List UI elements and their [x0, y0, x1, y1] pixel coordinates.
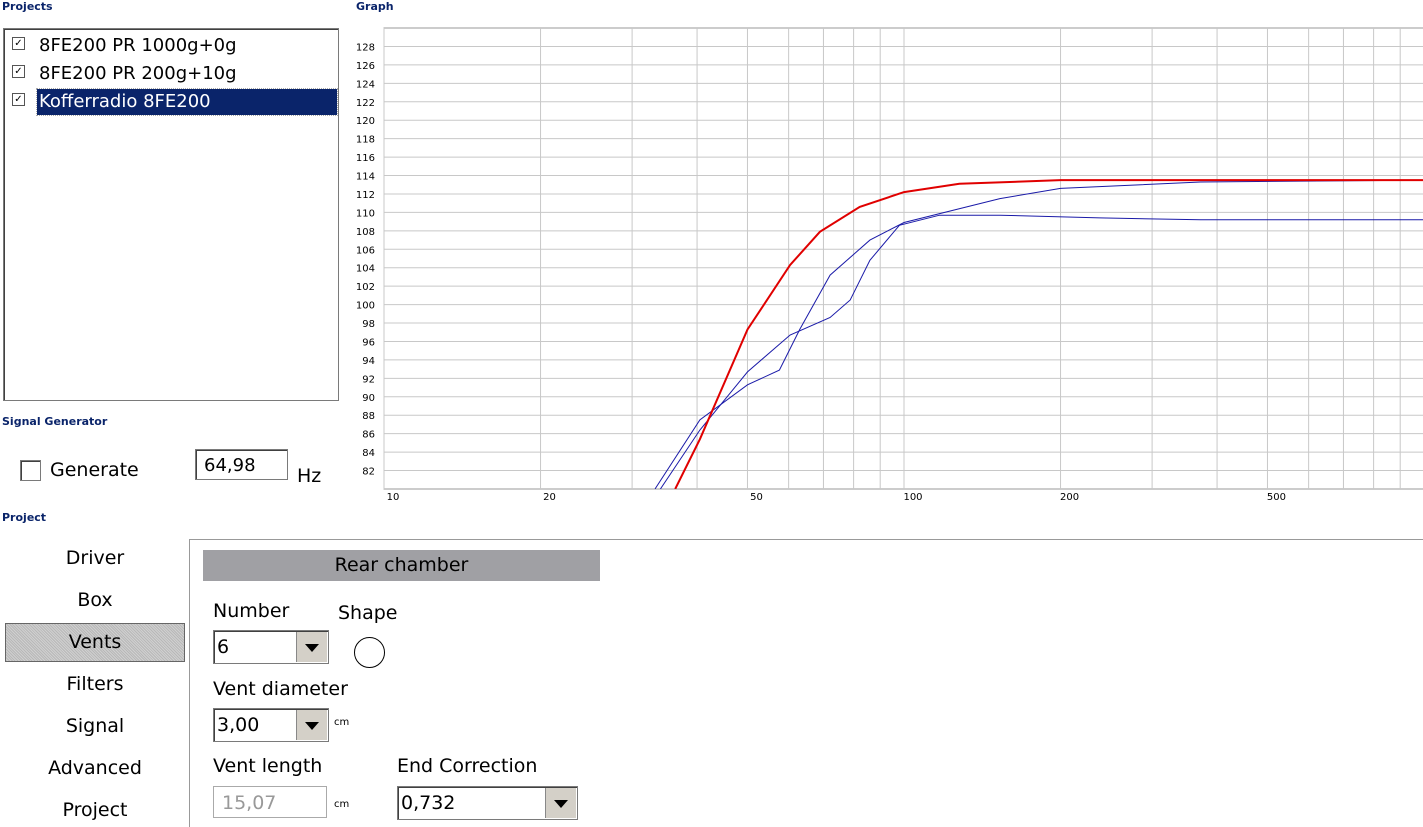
vent-diameter-unit: cm — [334, 717, 350, 728]
y-tick-label: 84 — [362, 448, 375, 459]
nav-item[interactable]: Box — [77, 589, 113, 611]
vent-length-input: 15,07 — [213, 786, 327, 818]
number-dropdown[interactable]: 6 — [213, 630, 329, 664]
y-tick-label: 118 — [356, 135, 375, 146]
dropdown-button[interactable] — [296, 710, 327, 740]
generate-checkbox[interactable] — [20, 460, 41, 481]
end-correction-dropdown[interactable]: 0,732 — [397, 786, 578, 820]
section-header: Rear chamber — [203, 550, 600, 581]
dropdown-button[interactable] — [545, 788, 576, 818]
x-tick-label: 500 — [1267, 492, 1286, 503]
frequency-input[interactable]: 64,98 — [195, 449, 288, 480]
number-value: 6 — [217, 636, 230, 658]
y-tick-label: 120 — [356, 116, 375, 127]
frequency-unit: Hz — [297, 465, 322, 487]
y-tick-label: 106 — [356, 245, 375, 256]
y-tick-label: 110 — [356, 208, 375, 219]
item-checkbox[interactable]: ✓ — [12, 93, 25, 106]
y-tick-label: 86 — [362, 430, 375, 441]
y-tick-label: 98 — [362, 319, 375, 330]
dropdown-button[interactable] — [296, 632, 327, 662]
y-tick-label: 108 — [356, 227, 375, 238]
item-checkbox[interactable]: ✓ — [12, 37, 25, 50]
generate-label: Generate — [50, 459, 139, 481]
project-item[interactable]: 8FE200 PR 200g+10g — [39, 63, 237, 84]
curve — [654, 179, 1423, 489]
y-tick-label: 94 — [362, 356, 375, 367]
nav-item[interactable]: Project — [62, 799, 128, 821]
x-tick-label: 100 — [903, 492, 922, 503]
vent-length-unit: cm — [334, 799, 350, 810]
x-tick-label: 20 — [543, 492, 556, 503]
x-tick-label: 10 — [387, 492, 400, 503]
shape-label: Shape — [338, 602, 398, 624]
x-tick-label: 200 — [1060, 492, 1079, 503]
project-item[interactable]: 8FE200 PR 1000g+0g — [39, 35, 237, 56]
y-tick-label: 90 — [362, 393, 375, 404]
graph-title: Graph — [356, 0, 394, 13]
x-tick-label: 50 — [750, 492, 763, 503]
vent-diameter-value: 3,00 — [217, 714, 260, 736]
curve — [674, 179, 1423, 489]
nav-item[interactable]: Vents — [68, 631, 122, 653]
project-title: Project — [2, 511, 47, 524]
nav-item[interactable]: Driver — [65, 547, 125, 569]
y-tick-label: 124 — [356, 79, 375, 90]
y-tick-label: 96 — [362, 337, 375, 348]
shape-circle[interactable] — [354, 637, 385, 668]
y-tick-label: 100 — [356, 301, 375, 312]
y-tick-label: 82 — [362, 467, 375, 478]
graph: 82 84 86 88 90 92 94 96 98 100 102 104 106 108 110 112 1… — [356, 27, 1423, 503]
y-tick-label: 126 — [356, 61, 375, 72]
y-tick-label: 102 — [356, 282, 375, 293]
vent-diameter-dropdown[interactable]: 3,00 — [213, 708, 329, 742]
project-panel — [189, 539, 1423, 827]
signal-title: Signal Generator — [2, 415, 108, 428]
curve — [659, 214, 1423, 489]
vent-diameter-label: Vent diameter — [213, 678, 348, 700]
y-tick-label: 112 — [356, 190, 375, 201]
y-tick-label: 114 — [356, 172, 375, 183]
projects-title: Projects — [2, 0, 53, 13]
y-tick-label: 128 — [356, 42, 375, 53]
y-tick-label: 92 — [362, 374, 375, 385]
y-tick-label: 122 — [356, 98, 375, 109]
nav-selected — [5, 623, 185, 662]
vent-length-label: Vent length — [213, 755, 323, 777]
item-checkbox[interactable]: ✓ — [12, 65, 25, 78]
project-item[interactable]: Kofferradio 8FE200 — [36, 88, 338, 116]
nav-item[interactable]: Advanced — [48, 757, 142, 779]
nav-item[interactable]: Filters — [66, 673, 124, 695]
y-tick-label: 116 — [356, 153, 375, 164]
end-correction-value: 0,732 — [401, 792, 456, 814]
end-correction-label: End Correction — [397, 755, 538, 777]
nav-item[interactable]: Signal — [65, 715, 125, 737]
y-tick-label: 104 — [356, 264, 375, 275]
y-tick-label: 88 — [362, 411, 375, 422]
number-label: Number — [213, 600, 290, 622]
